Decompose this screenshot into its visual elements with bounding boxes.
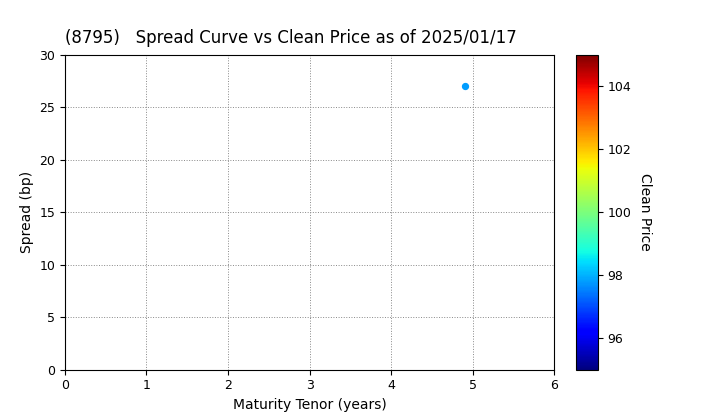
Point <box>459 83 470 89</box>
Y-axis label: Spread (bp): Spread (bp) <box>19 171 34 253</box>
X-axis label: Maturity Tenor (years): Maturity Tenor (years) <box>233 398 387 412</box>
Text: (8795)   Spread Curve vs Clean Price as of 2025/01/17: (8795) Spread Curve vs Clean Price as of… <box>65 29 516 47</box>
Y-axis label: Clean Price: Clean Price <box>638 173 652 251</box>
